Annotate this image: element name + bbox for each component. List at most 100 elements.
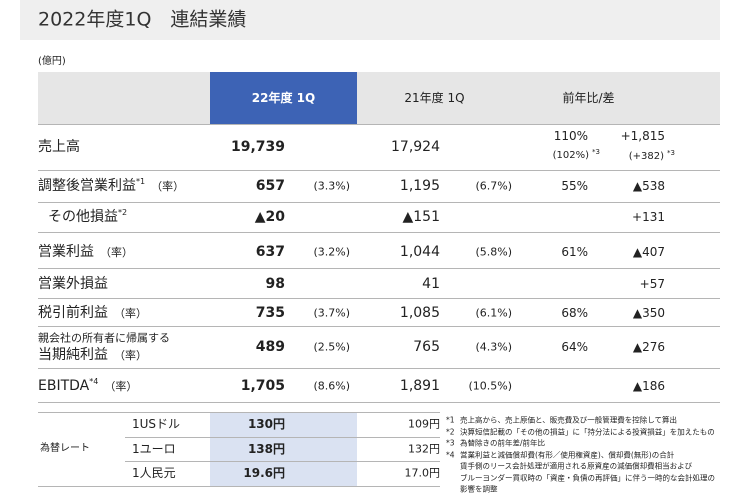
- row-line: [38, 124, 720, 125]
- fx-currency: 1USドル: [132, 417, 181, 431]
- row-label-group: 調整後営業利益 *1 （率）: [38, 177, 185, 194]
- row-label: その他損益: [48, 209, 118, 225]
- current-value: 1,705: [240, 378, 285, 394]
- row-label: 調整後営業利益: [38, 178, 136, 194]
- fx-current: 19.6円: [243, 466, 285, 480]
- previous-value: 1,195: [399, 178, 440, 194]
- previous-rate: (6.7%): [475, 179, 512, 193]
- row-line: [38, 268, 720, 269]
- current-value: 19,739: [230, 139, 285, 155]
- fx-label: 為替レート: [40, 443, 90, 454]
- column-header: 前年比/差: [562, 91, 615, 105]
- row-label-group: 当期純利益 （率）: [38, 348, 147, 362]
- row-label: 営業外損益: [38, 276, 108, 292]
- previous-rate: (6.1%): [475, 306, 512, 320]
- note-mark: *1: [446, 415, 455, 425]
- rate-label: （率）: [114, 349, 147, 362]
- rate-label: （率）: [100, 246, 133, 259]
- footnote-ref: *1: [136, 177, 146, 186]
- row-line: [38, 232, 720, 233]
- row-label: EBITDA: [38, 378, 90, 394]
- row-label-group: 営業利益 （率）: [38, 245, 133, 259]
- previous-rate: (5.8%): [475, 245, 512, 259]
- yoy-difference: ▲186: [632, 379, 665, 393]
- previous-rate: (4.3%): [475, 340, 512, 354]
- current-value: 735: [255, 305, 285, 321]
- row-label: 当期純利益: [38, 347, 108, 363]
- yoy-difference: +131: [632, 210, 665, 224]
- note-text: 為替除きの前年差/前年比: [460, 438, 546, 448]
- yoy-difference: ▲276: [632, 340, 665, 354]
- row-label: 税引前利益: [38, 305, 108, 321]
- previous-value: 1,044: [399, 244, 440, 260]
- yoy-difference: +1,815: [620, 129, 665, 143]
- current-rate: (3.3%): [313, 179, 350, 193]
- fx-previous: 17.0円: [404, 466, 441, 480]
- rate-label: （率）: [104, 380, 138, 393]
- previous-value: 41: [422, 276, 440, 292]
- current-value: 98: [265, 276, 285, 292]
- row-line: [38, 486, 440, 487]
- current-column-header: [210, 72, 357, 124]
- note-text: 決算短信記載の「その他の損益」に「持分法による投資損益」を加えたもの: [460, 426, 715, 436]
- previous-value: 1,891: [399, 378, 440, 394]
- row-line: [38, 202, 720, 203]
- yoy-difference-fx: (+382) *3: [628, 149, 675, 162]
- previous-value: 17,924: [391, 139, 440, 155]
- note-text: 営業利益と減価償却費(有形／使用権資産)、償却費(無形)の合計: [460, 449, 675, 459]
- row-line: [125, 437, 440, 438]
- yoy-difference: ▲538: [632, 179, 665, 193]
- yoy-difference: ▲350: [632, 306, 665, 320]
- fx-current: 138円: [247, 442, 285, 456]
- yoy-ratio: 68%: [561, 306, 588, 320]
- row-line: [38, 170, 720, 171]
- previous-value: 765: [413, 339, 440, 355]
- yoy-difference: ▲407: [632, 245, 665, 259]
- note-text: 売上高から、売上原価と、販売費及び一般管理費を控除して算出: [460, 415, 677, 425]
- row-label: 売上高: [38, 139, 80, 155]
- footnote-ref: *3: [667, 149, 675, 157]
- yoy-ratio: 55%: [561, 179, 588, 193]
- current-rate: (3.2%): [313, 245, 350, 259]
- current-rate: (3.7%): [313, 306, 350, 320]
- row-line: [38, 412, 440, 413]
- fx-previous: 109円: [408, 417, 440, 431]
- footnote-ref: *2: [118, 208, 128, 217]
- row-line: [38, 368, 720, 369]
- row-line: [38, 402, 720, 403]
- current-value: ▲20: [254, 209, 285, 225]
- column-header: 22年度 1Q: [251, 91, 316, 105]
- fx-previous: 132円: [408, 442, 440, 456]
- yoy-ratio-fx-value: (102%): [552, 150, 590, 161]
- current-rate: (2.5%): [313, 340, 350, 354]
- note-text: 賃手側のリース会計処理が適用される原資産の減価償却費相当および: [460, 461, 693, 471]
- header-row: [38, 72, 720, 124]
- yoy-ratio-fx: (102%) *3: [552, 149, 600, 161]
- previous-value: 1,085: [399, 305, 440, 321]
- current-value: 657: [255, 178, 285, 194]
- previous-rate: (10.5%): [468, 379, 512, 393]
- footnote-ref: *4: [89, 377, 99, 386]
- note-mark: *2: [446, 426, 455, 436]
- fx-currency: 1ユーロ: [132, 442, 176, 456]
- fx-current-column: [210, 412, 357, 486]
- previous-value: ▲151: [402, 209, 441, 225]
- fx-currency: 1人民元: [132, 466, 176, 480]
- yoy-ratio: 61%: [561, 245, 588, 259]
- yoy-ratio: 64%: [561, 340, 588, 354]
- note-mark: *4: [446, 449, 455, 459]
- unit: (億円): [38, 56, 66, 67]
- yoy-difference-fx-value: (+382): [628, 151, 665, 162]
- note-text: ブルーヨンダー買収時の「資産・負債の再評価」に伴う一時的な会計処理の: [460, 472, 715, 482]
- row-label-group: 営業外損益: [38, 277, 108, 291]
- row-label-group: 売上高: [38, 140, 80, 154]
- row-line: [38, 326, 720, 327]
- row-label-group: その他損益 *2: [48, 208, 128, 225]
- title: 2022年度1Q 連結業績: [38, 8, 247, 31]
- row-line: [125, 461, 440, 462]
- rate-label: （率）: [151, 180, 185, 193]
- column-header: 21年度 1Q: [404, 91, 465, 105]
- fx-current: 130円: [247, 417, 285, 431]
- row-label-group: EBITDA *4 （率）: [38, 377, 138, 394]
